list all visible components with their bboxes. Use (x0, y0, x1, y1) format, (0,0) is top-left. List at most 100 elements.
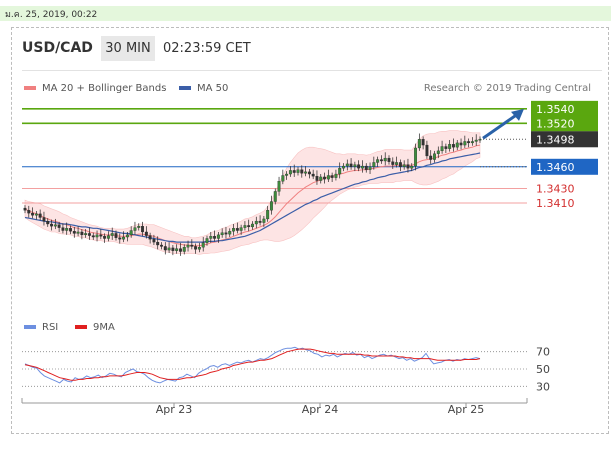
candle-body (345, 163, 349, 167)
candle-body (50, 223, 53, 227)
candle-body (148, 235, 152, 240)
candle-body (31, 212, 35, 216)
header-divider (22, 70, 602, 71)
candle-body (247, 225, 251, 228)
x-tick-label: Apr 24 (302, 403, 339, 416)
candle-body (429, 155, 433, 160)
candle-body (353, 164, 357, 167)
candle-body (175, 248, 179, 251)
candle-body (156, 241, 160, 246)
rsi-tick-50: 50 (536, 363, 550, 376)
rsi-tick-30: 30 (536, 380, 550, 393)
candle-body (444, 146, 448, 149)
candle-body (110, 233, 114, 236)
candle-body (270, 201, 273, 211)
candle-body (273, 191, 277, 202)
candle-body (474, 139, 478, 142)
candle-body (190, 244, 194, 247)
candle-body (213, 236, 217, 239)
candle-body (137, 226, 141, 228)
candle-body (357, 164, 361, 169)
candle-body (425, 144, 429, 157)
candle-body (398, 162, 402, 167)
forecast-arrow-shaft (482, 112, 519, 140)
candle-body (307, 171, 311, 175)
candle-body (216, 234, 220, 239)
x-tick-label: Apr 23 (156, 403, 193, 416)
candle-body (38, 213, 42, 218)
candle-body (379, 159, 383, 162)
candle-body (228, 231, 232, 235)
candle-body (436, 150, 440, 154)
candle-body (387, 157, 391, 162)
candle-body (194, 246, 198, 250)
candle-body (410, 165, 414, 169)
candle-body (118, 237, 122, 240)
level-tag-1.3520 (531, 115, 598, 132)
candle-body (433, 153, 436, 160)
server-time: 02:23:59 CET (163, 41, 251, 56)
level-tag-1.3460 (531, 158, 598, 175)
candle-body (27, 210, 31, 214)
candle-body (42, 217, 46, 222)
candle-body (23, 207, 27, 211)
candle-body (220, 232, 224, 236)
candle-body (361, 165, 364, 169)
level-label-1.3410: 1.3410 (536, 197, 575, 210)
level-label-1.3520: 1.3520 (536, 117, 575, 130)
candle-body (421, 139, 425, 146)
ma9-line (24, 348, 481, 381)
candle-body (402, 164, 406, 167)
bollinger-band (24, 130, 481, 255)
candle-body (470, 141, 474, 144)
candle-body (122, 236, 126, 240)
candle-body (239, 227, 243, 231)
candle-body (167, 247, 171, 251)
candle-body (34, 213, 38, 216)
candle-body (304, 171, 308, 174)
ma50-legend-label: MA 50 (197, 83, 228, 94)
date-text: ม.ค. 25, 2019, 00:22 (5, 10, 98, 20)
timeframe-button[interactable]: 30 MIN (101, 36, 155, 61)
candle-body (46, 220, 50, 225)
ma50-legend-swatch (179, 86, 191, 90)
candle-body (349, 163, 353, 167)
candle-body (334, 173, 338, 178)
candle-body (338, 168, 342, 175)
candle-body (459, 142, 463, 146)
candle-body (448, 144, 452, 149)
candle-body (395, 162, 399, 165)
ma20-legend-swatch (24, 86, 36, 90)
candle-body (330, 175, 334, 178)
candle-body (311, 173, 315, 177)
candle-body (467, 141, 471, 144)
rsi-legend-label: RSI (42, 322, 58, 333)
candle-body (114, 233, 118, 238)
candle-body (232, 228, 235, 232)
candle-body (326, 175, 330, 180)
candle-body (277, 181, 281, 192)
candle-body (141, 226, 144, 233)
candle-body (254, 220, 258, 225)
rsi-legend: RSI 9MA (24, 322, 115, 333)
candle-body (144, 231, 148, 236)
candle-body (197, 247, 201, 250)
candle-body (160, 244, 163, 247)
candle-body (133, 227, 137, 231)
candle-body (65, 228, 69, 231)
level-label-1.3498: 1.3498 (536, 133, 575, 146)
candle-body (288, 170, 292, 175)
candle-body (440, 146, 444, 152)
candle-body (251, 223, 254, 228)
candle-body (205, 238, 209, 243)
ma20-legend-label: MA 20 + Bollinger Bands (42, 83, 166, 94)
candle-body (152, 239, 156, 243)
candle-body (315, 176, 319, 181)
candle-body (69, 228, 72, 232)
rsi-chart: 70 50 30 (22, 346, 550, 393)
chart-frame (11, 27, 609, 434)
candle-body (455, 142, 459, 148)
candle-body (163, 246, 167, 251)
level-tag-1.3540 (531, 100, 598, 117)
legend: MA 20 + Bollinger Bands MA 50 Research ©… (24, 83, 591, 94)
